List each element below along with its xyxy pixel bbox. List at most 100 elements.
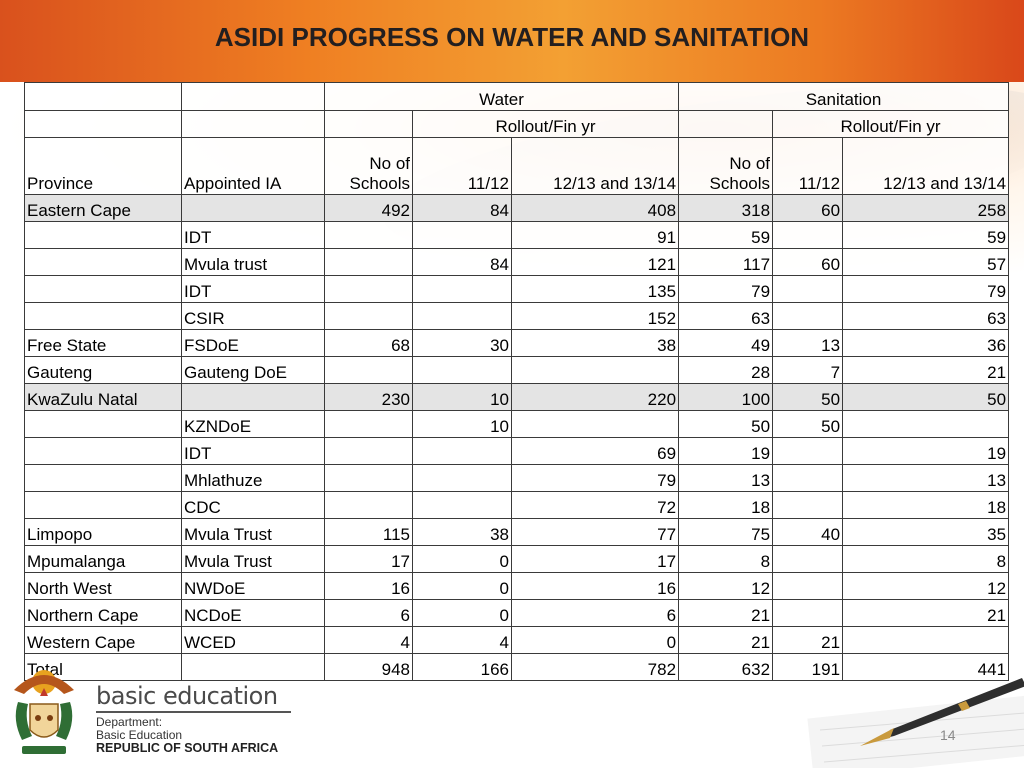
- header-blank: [181, 82, 325, 111]
- cell-ia: IDT: [181, 275, 325, 303]
- header-blank: [181, 110, 325, 138]
- cell-ia: KZNDoE: [181, 410, 325, 438]
- header-row-rollout: Rollout/Fin yr Rollout/Fin yr: [24, 110, 1010, 138]
- cell-w-schools: 4: [324, 626, 413, 654]
- table-row: IDT 135 79 79: [24, 275, 1010, 303]
- cell-w-1214: 408: [510, 194, 680, 222]
- table-row: KZNDoE 10 50 50: [24, 410, 1010, 438]
- cell-w-1214: [510, 356, 680, 384]
- cell-s-1112: 40: [772, 518, 844, 546]
- cell-province: Gauteng: [24, 356, 182, 384]
- header-blank: [324, 110, 413, 138]
- cell-w-schools: 16: [324, 572, 413, 600]
- cell-s-1112: [772, 572, 844, 600]
- table-row: Gauteng Gauteng DoE 28 7 21: [24, 356, 1010, 384]
- cell-s-1112: 191: [772, 653, 844, 681]
- cell-w-1112: 84: [412, 248, 512, 276]
- cell-s-1214: 50: [842, 383, 1010, 411]
- header-sanitation-fy1112: 11/12: [772, 137, 844, 195]
- cell-s-1214: [842, 626, 1010, 654]
- cell-s-1112: 13: [772, 329, 844, 357]
- cell-s-1112: [772, 464, 844, 492]
- page-number: 14: [940, 727, 956, 743]
- cell-s-1112: [772, 491, 844, 519]
- cell-w-1214: 782: [510, 653, 680, 681]
- cell-w-1214: 77: [510, 518, 680, 546]
- cell-province: Eastern Cape: [24, 194, 182, 222]
- cell-w-1214: 6: [510, 599, 680, 627]
- cell-w-1112: 166: [412, 653, 512, 681]
- table-row: Limpopo Mvula Trust 115 38 77 75 40 35: [24, 518, 1010, 546]
- cell-w-1214: 38: [510, 329, 680, 357]
- cell-province: Western Cape: [24, 626, 182, 654]
- cell-w-1112: 10: [412, 383, 512, 411]
- pen-decoration: [807, 678, 1024, 768]
- table-row: Mpumalanga Mvula Trust 17 0 17 8 8: [24, 545, 1010, 573]
- cell-s-1214: 57: [842, 248, 1010, 276]
- department-name: Department: Basic Education REPUBLIC OF …: [96, 716, 278, 755]
- cell-w-schools: [324, 302, 413, 330]
- cell-s-schools: 117: [678, 248, 774, 276]
- cell-s-1112: [772, 437, 844, 465]
- cell-s-schools: 12: [678, 572, 774, 600]
- cell-ia: [181, 383, 325, 411]
- cell-w-1214: 91: [510, 221, 680, 249]
- cell-w-schools: 115: [324, 518, 413, 546]
- cell-s-schools: 79: [678, 275, 774, 303]
- cell-ia: IDT: [181, 437, 325, 465]
- cell-w-1214: 0: [510, 626, 680, 654]
- cell-ia: Gauteng DoE: [181, 356, 325, 384]
- cell-province: Mpumalanga: [24, 545, 182, 573]
- cell-s-schools: 632: [678, 653, 774, 681]
- table-row: IDT 91 59 59: [24, 221, 1010, 249]
- cell-province: KwaZulu Natal: [24, 383, 182, 411]
- header-sanitation-fy1214: 12/13 and 13/14: [842, 137, 1010, 195]
- cell-province: North West: [24, 572, 182, 600]
- cell-w-schools: [324, 248, 413, 276]
- cell-w-1214: 220: [510, 383, 680, 411]
- header-row-groups: Water Sanitation: [24, 82, 1010, 111]
- cell-s-1214: 36: [842, 329, 1010, 357]
- cell-w-1214: 69: [510, 437, 680, 465]
- cell-s-1214: 18: [842, 491, 1010, 519]
- cell-w-schools: 17: [324, 545, 413, 573]
- cell-w-schools: [324, 356, 413, 384]
- cell-s-1112: [772, 599, 844, 627]
- table-row: IDT 69 19 19: [24, 437, 1010, 465]
- cell-s-schools: 318: [678, 194, 774, 222]
- cell-s-schools: 59: [678, 221, 774, 249]
- cell-w-schools: 948: [324, 653, 413, 681]
- cell-ia: CSIR: [181, 302, 325, 330]
- cell-w-1112: [412, 464, 512, 492]
- cell-w-schools: 6: [324, 599, 413, 627]
- cell-w-1214: [510, 410, 680, 438]
- cell-s-1214: 59: [842, 221, 1010, 249]
- title-banner: [0, 0, 1024, 82]
- cell-w-1112: 10: [412, 410, 512, 438]
- dept-line1: Department:: [96, 715, 163, 729]
- cell-s-1214: 35: [842, 518, 1010, 546]
- cell-s-1112: 60: [772, 248, 844, 276]
- cell-s-1112: 21: [772, 626, 844, 654]
- cell-w-schools: [324, 221, 413, 249]
- header-water: Water: [323, 82, 680, 111]
- cell-s-1112: [772, 221, 844, 249]
- header-water-fy1112: 11/12: [412, 137, 512, 195]
- cell-province: [24, 302, 182, 330]
- cell-s-1214: 441: [842, 653, 1010, 681]
- cell-province: [24, 275, 182, 303]
- progress-table: Water Sanitation Rollout/Fin yr Rollout/…: [24, 82, 1010, 681]
- cell-s-1112: [772, 302, 844, 330]
- header-sanitation: Sanitation: [678, 82, 1010, 111]
- cell-s-1214: 21: [842, 599, 1010, 627]
- cell-w-1112: [412, 302, 512, 330]
- cell-w-1112: [412, 356, 512, 384]
- cell-w-1112: [412, 221, 512, 249]
- cell-ia: [181, 653, 325, 681]
- cell-s-1214: 258: [842, 194, 1010, 222]
- table-row: Mvula trust 84 121 117 60 57: [24, 248, 1010, 276]
- cell-province: [24, 221, 182, 249]
- cell-w-schools: [324, 464, 413, 492]
- cell-s-schools: 28: [678, 356, 774, 384]
- table-row: KwaZulu Natal 230 10 220 100 50 50: [24, 383, 1010, 411]
